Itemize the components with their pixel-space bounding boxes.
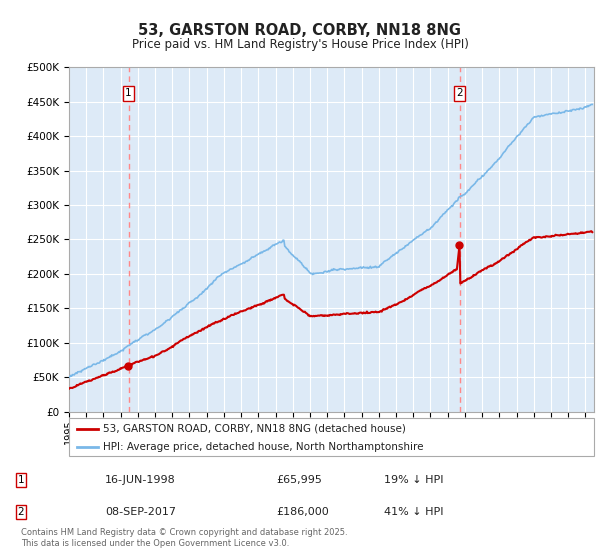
- Text: £65,995: £65,995: [276, 475, 322, 486]
- Text: 2: 2: [456, 88, 463, 99]
- Text: HPI: Average price, detached house, North Northamptonshire: HPI: Average price, detached house, Nort…: [103, 442, 424, 452]
- Text: 41% ↓ HPI: 41% ↓ HPI: [384, 507, 443, 517]
- Text: 53, GARSTON ROAD, CORBY, NN18 8NG (detached house): 53, GARSTON ROAD, CORBY, NN18 8NG (detac…: [103, 424, 406, 434]
- Text: 16-JUN-1998: 16-JUN-1998: [105, 475, 176, 486]
- Text: 2: 2: [17, 507, 25, 517]
- Text: Price paid vs. HM Land Registry's House Price Index (HPI): Price paid vs. HM Land Registry's House …: [131, 38, 469, 52]
- Text: £186,000: £186,000: [276, 507, 329, 517]
- Text: 08-SEP-2017: 08-SEP-2017: [105, 507, 176, 517]
- FancyBboxPatch shape: [69, 418, 594, 456]
- Text: 53, GARSTON ROAD, CORBY, NN18 8NG: 53, GARSTON ROAD, CORBY, NN18 8NG: [139, 24, 461, 38]
- Text: 1: 1: [125, 88, 132, 99]
- Text: Contains HM Land Registry data © Crown copyright and database right 2025.
This d: Contains HM Land Registry data © Crown c…: [21, 528, 347, 548]
- Text: 1: 1: [17, 475, 25, 486]
- Text: 19% ↓ HPI: 19% ↓ HPI: [384, 475, 443, 486]
